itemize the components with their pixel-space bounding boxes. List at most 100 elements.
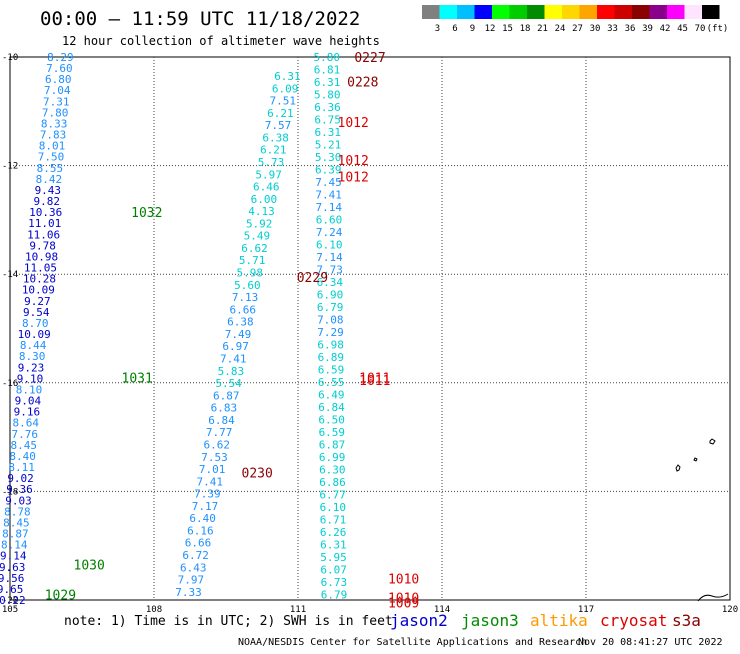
wave-height-value: 6.09: [272, 82, 299, 95]
wave-height-value: 6.21: [267, 107, 294, 120]
wave-height-value: 9.56: [0, 572, 24, 585]
wave-height-value: 9.78: [29, 239, 56, 252]
wave-height-value: 8.10: [16, 383, 43, 396]
legend-label: 70: [695, 24, 706, 34]
wave-height-value: 6.50: [318, 414, 345, 427]
coastline: [675, 438, 729, 602]
wave-height-value: 9.65: [0, 583, 23, 596]
legend-label: 3: [435, 24, 440, 34]
wave-height-value: 10.36: [29, 206, 62, 219]
y-tick-label: -12: [2, 162, 18, 172]
wave-height-value: 5.21: [315, 139, 342, 152]
wave-height-value: 10.98: [25, 250, 58, 263]
wave-height-value: 6.49: [318, 389, 345, 402]
map-title: 00:00 – 11:59 UTC 11/18/2022: [40, 8, 360, 30]
wave-height-value: 7.41: [196, 475, 223, 488]
wave-height-value: 5.92: [246, 217, 273, 230]
rev-number-label: 1030: [74, 559, 105, 574]
wave-height-value: 6.59: [318, 364, 345, 377]
wave-height-value: 6.38: [227, 316, 254, 329]
wave-height-value: 6.98: [317, 339, 344, 352]
legend-swatch: [667, 5, 685, 19]
legend-swatch: [422, 5, 440, 19]
wave-height-value: 5.97: [255, 168, 282, 181]
wave-height-value: 9.14: [0, 550, 27, 563]
wave-height-value: 7.04: [44, 84, 71, 97]
x-tick-label: 117: [578, 605, 594, 615]
legend-swatch: [562, 5, 580, 19]
legend-label: 45: [677, 24, 688, 34]
wave-height-value: 8.40: [9, 450, 36, 463]
wave-height-value: 11.06: [27, 228, 60, 241]
wave-height-value: 7.60: [46, 62, 73, 75]
rev-labels: 0227022810121012101210320229101110111031…: [45, 51, 420, 612]
wave-height-value: 9.82: [34, 195, 61, 208]
y-tick-label: -16: [2, 379, 18, 389]
wave-height-value: 7.49: [225, 328, 252, 341]
wave-height-tracks: 8.297.606.807.047.317.808.337.838.017.50…: [0, 51, 347, 607]
wave-height-value: 6.89: [318, 351, 345, 364]
wave-height-value: 6.59: [319, 426, 346, 439]
legend-swatch: [509, 5, 527, 19]
legend-swatch: [492, 5, 510, 19]
wave-height-value: 9.27: [24, 295, 51, 308]
wave-height-value: 10.22: [0, 594, 26, 607]
wave-height-value: 7.17: [192, 500, 219, 513]
wave-height-value: 7.14: [316, 251, 343, 264]
legend-label: 12: [485, 24, 496, 34]
wave-height-value: 6.21: [260, 144, 287, 157]
wave-height-value: 6.66: [185, 537, 212, 550]
wave-height-value: 6.07: [320, 564, 347, 577]
wave-height-value: 6.77: [319, 489, 346, 502]
rev-number-label: 0227: [354, 51, 385, 66]
coast-shape: [697, 593, 729, 602]
legend-swatch: [632, 5, 650, 19]
wave-height-value: 9.04: [15, 395, 42, 408]
wave-height-value: 5.80: [314, 89, 341, 102]
rev-number-label: 0230: [242, 466, 273, 481]
rev-number-label: 1031: [122, 371, 153, 386]
wave-height-value: 7.80: [42, 106, 69, 119]
legend-label: 27: [572, 24, 583, 34]
legend-swatch: [474, 5, 492, 19]
wave-height-value: 8.01: [39, 140, 66, 153]
wave-height-value: 9.23: [18, 361, 45, 374]
wave-height-value: 6.97: [222, 340, 249, 353]
legend-swatch: [527, 5, 545, 19]
rev-number-label: 1029: [45, 589, 76, 604]
x-tick-label: 108: [146, 605, 162, 615]
wave-height-value: 7.73: [316, 264, 343, 277]
wave-height-value: 6.87: [213, 389, 240, 402]
wave-height-value: 8.87: [2, 528, 29, 541]
wave-height-value: 6.39: [315, 164, 342, 177]
plot-area: 105 108 111 114 117 120 -10 -12 -14 -16 -18 -20 8.2…: [0, 51, 738, 615]
wave-height-value: 6.43: [180, 561, 207, 574]
wave-height-value: 8.29: [47, 51, 74, 64]
rev-number-label: 1011: [359, 371, 390, 386]
axis-ticks: 105 108 111 114 117 120 -10 -12 -14 -16 -18 -20: [2, 53, 738, 615]
wave-height-value: 7.31: [43, 95, 70, 108]
legend-label: 24: [555, 24, 566, 34]
legend-swatch: [684, 5, 702, 19]
wave-height-value: 5.49: [244, 230, 271, 243]
rev-number-label: 1010: [388, 572, 419, 587]
wave-height-value: 7.57: [265, 119, 292, 132]
map-subtitle: 12 hour collection of altimeter wave hei…: [62, 34, 380, 48]
track-right: 5.806.816.315.806.366.756.315.215.306.39…: [314, 51, 348, 602]
wave-height-value: 6.00: [251, 193, 278, 206]
legend-swatch: [439, 5, 457, 19]
wave-height-value: 6.83: [211, 402, 238, 415]
wave-height-value: 6.26: [320, 526, 347, 539]
wave-height-value: 6.62: [204, 438, 231, 451]
wave-height-value: 7.53: [201, 451, 228, 464]
rev-number-label: 1010: [388, 591, 419, 606]
plot-frame: [9, 56, 731, 601]
track-blue: 8.297.606.807.047.317.808.337.838.017.50…: [0, 51, 74, 607]
wave-height-value: 7.08: [317, 314, 344, 327]
wave-height-value: 8.11: [8, 461, 35, 474]
legend-swatch: [597, 5, 615, 19]
islands-shape: [675, 438, 716, 472]
wave-height-value: 9.36: [6, 483, 33, 496]
satellite-legend: jason2 jason3 altika cryosat s3a: [390, 611, 701, 630]
wave-height-value: 7.83: [40, 129, 67, 142]
